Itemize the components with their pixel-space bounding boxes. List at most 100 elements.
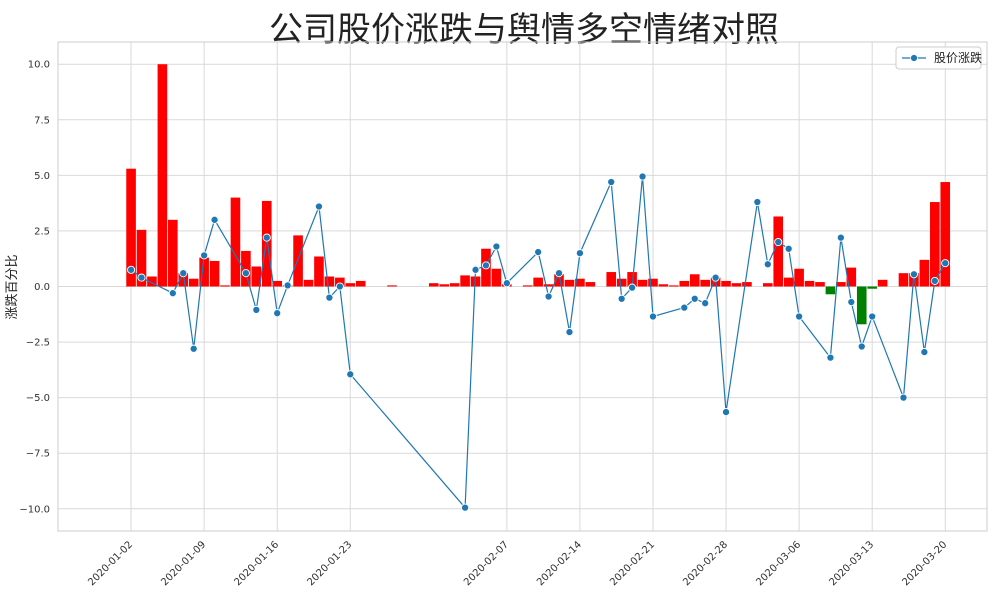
x-tick-label: 2020-02-21 [608, 539, 657, 588]
x-tick-label: 2020-01-09 [159, 539, 208, 588]
price-change-point [941, 259, 950, 268]
y-tick-label: 7.5 [34, 115, 50, 126]
price-change-point [868, 312, 877, 321]
sentiment-bar [543, 284, 554, 287]
sentiment-bar [387, 285, 397, 287]
price-change-point [680, 303, 689, 312]
price-change-point [325, 293, 334, 302]
price-change-point [335, 282, 344, 291]
sentiment-bar [136, 229, 147, 287]
y-tick-label: −10.0 [19, 504, 50, 515]
sentiment-bar [669, 285, 679, 287]
price-change-point [554, 269, 564, 278]
sentiment-bar [272, 280, 283, 287]
sentiment-bar [783, 277, 794, 287]
sentiment-bar [773, 216, 784, 287]
price-change-point [273, 309, 282, 318]
sentiment-bar [919, 259, 930, 287]
sentiment-bar [188, 278, 199, 287]
price-change-point [534, 247, 543, 257]
price-change-point [314, 202, 324, 211]
price-change-point [774, 237, 783, 247]
y-ticks: −10.0 −7.5 −5.0 −2.5 0.0 2.5 5.0 7.5 10.0 [19, 60, 50, 516]
sentiment-bar [314, 256, 324, 287]
sentiment-bar [898, 273, 909, 287]
price-change-point [189, 344, 198, 353]
sentiment-bar [836, 282, 846, 287]
price-change-point [502, 279, 511, 288]
price-change-point [471, 265, 480, 274]
sentiment-bar [449, 283, 460, 287]
price-change-point [210, 215, 219, 224]
sentiment-bar [564, 279, 575, 287]
price-change-point [628, 283, 637, 292]
bars-layer [126, 64, 951, 325]
price-change-point [690, 294, 699, 303]
plot-frame [57, 41, 988, 532]
sentiment-bar [616, 278, 627, 287]
sentiment-bar [439, 284, 450, 287]
y-tick-label: 10.0 [28, 60, 50, 71]
x-tick-label: 2020-03-13 [827, 539, 876, 588]
x-tick-label: 2020-02-07 [462, 539, 511, 588]
y-tick-label: 2.5 [34, 226, 50, 237]
y-tick-label: 0.0 [34, 282, 50, 293]
y-tick-label: −2.5 [26, 338, 50, 349]
price-change-point [784, 244, 793, 253]
price-change-point [899, 393, 908, 402]
price-change-point [481, 261, 491, 270]
x-ticks: 2020-01-02 2020-01-09 2020-01-16 2020-01-23… [86, 539, 949, 588]
sentiment-bar [856, 286, 867, 325]
sentiment-bar [324, 276, 335, 287]
price-change-point [648, 312, 658, 321]
price-change-point [920, 348, 929, 357]
price-change-point [638, 172, 647, 181]
sentiment-bar [815, 282, 825, 287]
sentiment-bar [293, 235, 303, 287]
sentiment-bar [157, 64, 168, 287]
price-change-point [753, 197, 762, 207]
legend-box [895, 46, 982, 70]
sentiment-bar [355, 280, 366, 287]
sentiment-bar [846, 267, 857, 287]
x-tick-label: 2020-01-02 [86, 539, 135, 588]
legend-marker-swatch [910, 54, 918, 62]
price-change-point [909, 270, 918, 279]
sentiment-bar [627, 272, 637, 287]
sentiment-bar [877, 279, 888, 287]
price-change-point [544, 292, 553, 301]
sentiment-bar [700, 279, 710, 287]
price-change-point [262, 233, 271, 242]
sentiment-bar [428, 283, 439, 287]
sentiment-bar [648, 278, 658, 287]
sentiment-bar [930, 202, 940, 287]
price-change-point [721, 408, 731, 417]
price-change-point [241, 269, 250, 278]
sentiment-bar [178, 273, 189, 287]
x-tick-label: 2020-02-14 [535, 539, 584, 588]
y-axis-label: 涨跌百分比 [4, 254, 20, 319]
price-change-point [283, 281, 292, 290]
price-change-point [346, 370, 355, 379]
y-tick-label: −5.0 [26, 393, 50, 404]
price-change-point [795, 312, 804, 321]
price-change-point [607, 177, 616, 187]
price-change-point [711, 273, 720, 282]
y-tick-label: 5.0 [34, 171, 50, 182]
price-change-point [252, 305, 261, 314]
sentiment-bar [126, 168, 136, 287]
price-change-point [492, 242, 501, 251]
price-change-point [127, 265, 136, 274]
x-tick-label: 2020-01-16 [232, 539, 281, 588]
sentiment-bar [220, 285, 230, 287]
sentiment-bar [303, 279, 314, 287]
sentiment-bar [345, 283, 356, 287]
price-change-point [836, 233, 845, 242]
sentiment-bar [637, 279, 648, 287]
x-tick-label: 2020-03-06 [754, 539, 803, 588]
sentiment-bar [762, 283, 773, 287]
sentiment-bar [575, 278, 585, 287]
sentiment-bar [241, 250, 251, 287]
sentiment-bar [147, 276, 157, 287]
